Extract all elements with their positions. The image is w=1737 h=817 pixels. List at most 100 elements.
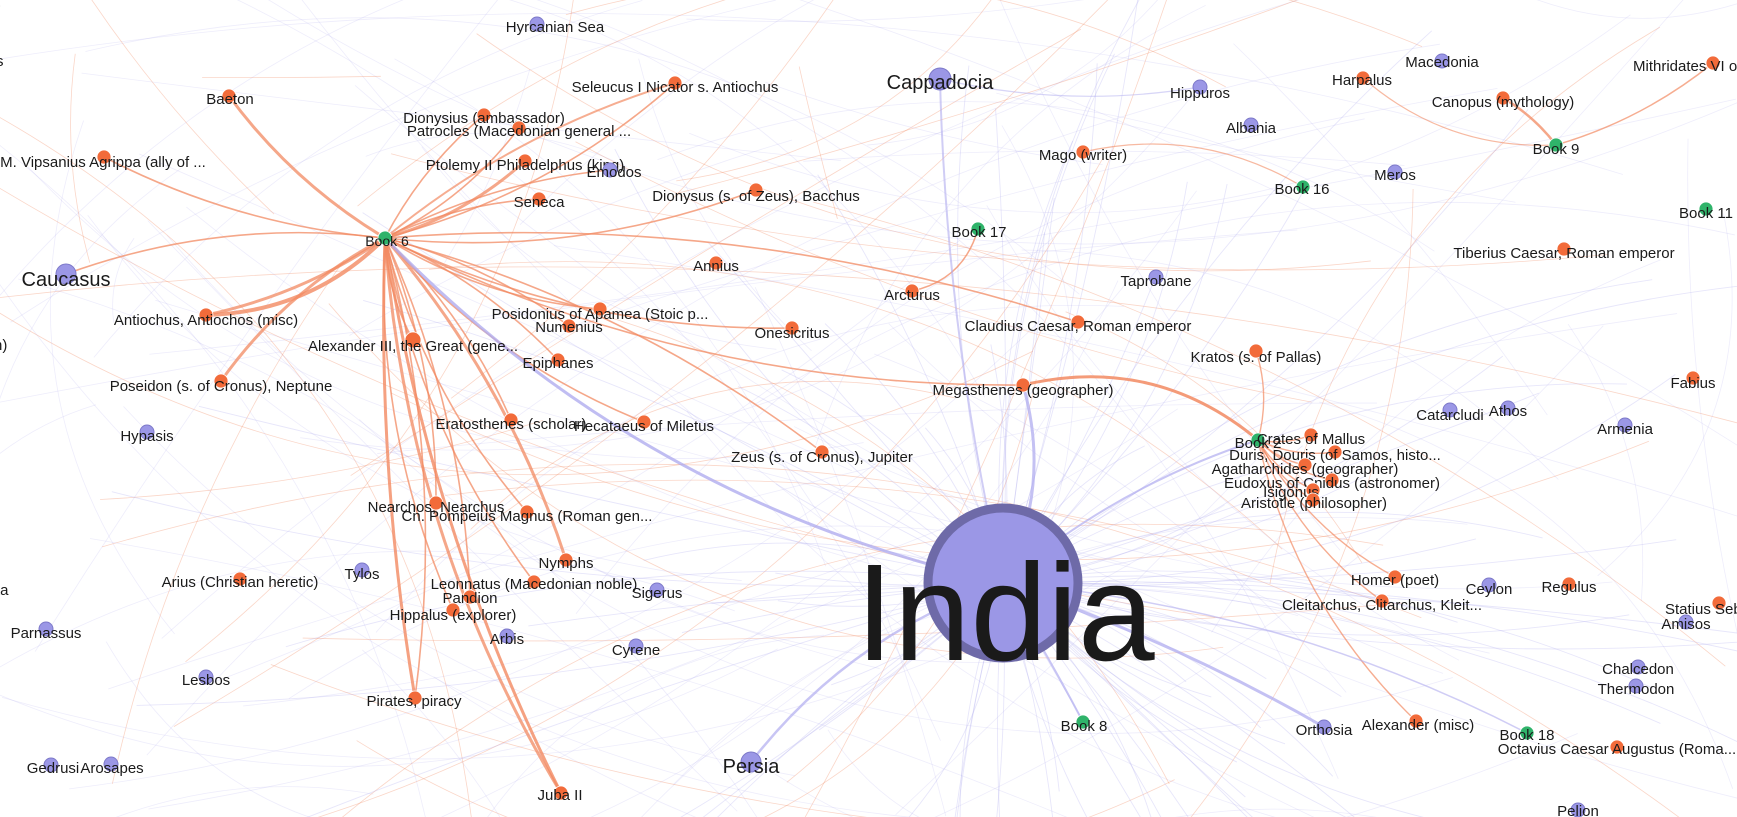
graph-node-person[interactable]: Annius — [693, 255, 739, 275]
node-marker[interactable] — [1548, 137, 1564, 153]
node-marker[interactable] — [1609, 739, 1625, 755]
node-marker[interactable] — [814, 444, 830, 460]
node-marker[interactable] — [377, 230, 393, 246]
node-marker[interactable] — [636, 414, 652, 430]
graph-node-person[interactable]: Seleucus I Nicator s. Antiochus — [572, 75, 779, 96]
graph-node-person[interactable]: Canopus (mythology) — [1432, 90, 1575, 111]
graph-node-place[interactable]: Amisos — [1661, 614, 1711, 633]
node-marker[interactable] — [1705, 55, 1721, 71]
node-marker[interactable] — [526, 574, 542, 590]
graph-node-person[interactable]: Hippalus (explorer) — [390, 602, 517, 624]
graph-node-person[interactable]: Aristotle (philosopher) — [1241, 492, 1387, 512]
graph-node-place[interactable]: Catarcludi — [1416, 402, 1484, 424]
graph-node-person[interactable]: Pandion — [442, 589, 498, 607]
node-marker[interactable] — [1243, 117, 1259, 133]
graph-node-person[interactable]: Statius Seb — [1665, 595, 1737, 618]
node-marker[interactable] — [354, 562, 370, 578]
graph-node-person[interactable]: Antiochus, Antiochos (misc) — [114, 307, 298, 329]
graph-node-person[interactable]: Alexander III, the Great (gene... — [308, 331, 518, 355]
node-marker[interactable] — [1248, 343, 1264, 359]
node-marker[interactable] — [928, 67, 952, 91]
graph-node-book[interactable]: Book 9 — [1533, 137, 1580, 158]
node-marker[interactable] — [748, 182, 764, 198]
graph-node-person[interactable]: Regulus — [1541, 576, 1597, 596]
node-marker[interactable] — [1075, 714, 1091, 730]
graph-node-place[interactable]: Caucasus — [22, 263, 111, 291]
node-marker[interactable] — [1570, 802, 1586, 817]
graph-node-person[interactable]: Mago (writer) — [1039, 144, 1127, 164]
graph-node-book[interactable]: Book 6 — [365, 230, 409, 249]
graph-node-place[interactable]: Ceylon — [1466, 577, 1513, 598]
graph-node-place[interactable]: ta — [0, 576, 9, 599]
graph-node-person[interactable]: Mithridates VI o — [1633, 55, 1737, 75]
node-marker[interactable] — [476, 107, 492, 123]
node-marker[interactable] — [1630, 659, 1646, 675]
node-marker[interactable] — [1678, 614, 1694, 630]
node-marker[interactable] — [1698, 201, 1714, 217]
hub-node-india[interactable] — [923, 503, 1083, 663]
node-marker[interactable] — [1250, 432, 1266, 448]
node-marker[interactable] — [198, 307, 214, 323]
graph-node-person[interactable]: Alexander (misc) — [1362, 713, 1475, 734]
node-marker[interactable] — [1628, 678, 1644, 694]
graph-node-person[interactable]: Eudoxus of Cnidus (astronomer) — [1224, 472, 1440, 492]
node-marker[interactable] — [1387, 569, 1403, 585]
graph-node-place[interactable]: Cappadocia — [887, 67, 995, 94]
graph-node-place[interactable]: Macedonia — [1405, 53, 1479, 71]
graph-node-place[interactable]: Arbis — [490, 628, 524, 648]
node-marker[interactable] — [1442, 402, 1458, 418]
node-marker[interactable] — [553, 785, 569, 801]
graph-node-place[interactable]: s — [0, 45, 4, 70]
graph-node-place[interactable]: Arosapes — [80, 756, 144, 777]
graph-node-person[interactable]: Homer (poet) — [1351, 569, 1439, 589]
node-marker[interactable] — [1324, 472, 1340, 488]
node-marker[interactable] — [519, 504, 535, 520]
graph-node-place[interactable]: Thermodon — [1598, 678, 1675, 698]
graph-node-place[interactable]: n) — [0, 333, 7, 354]
node-marker[interactable] — [1481, 577, 1497, 593]
node-marker[interactable] — [462, 589, 478, 605]
node-marker[interactable] — [1495, 90, 1511, 106]
graph-node-person[interactable]: Juba II — [537, 785, 583, 804]
graph-node-person[interactable]: Dionysius (ambassador) — [403, 107, 565, 127]
node-marker[interactable] — [517, 153, 533, 169]
graph-node-person[interactable]: Onesicritus — [754, 320, 830, 342]
node-marker[interactable] — [96, 149, 112, 165]
graph-node-person[interactable]: Arcturus — [884, 283, 940, 304]
graph-node-person[interactable]: Eratosthenes (scholar) — [436, 412, 587, 433]
node-marker[interactable] — [1327, 444, 1343, 460]
graph-node-person[interactable]: Nearchos, Nearchus — [368, 495, 505, 516]
graph-node-place[interactable]: Pelion — [1557, 802, 1599, 817]
node-marker[interactable] — [708, 255, 724, 271]
graph-node-person[interactable]: Poseidon (s. of Cronus), Neptune — [110, 373, 333, 395]
node-marker[interactable] — [221, 88, 237, 104]
node-marker[interactable] — [1192, 79, 1208, 95]
node-marker[interactable] — [649, 582, 665, 598]
node-marker[interactable] — [1685, 370, 1701, 386]
node-marker[interactable] — [232, 571, 248, 587]
node-marker[interactable] — [503, 412, 519, 428]
graph-node-place[interactable]: Hippuros — [1170, 79, 1230, 102]
node-marker[interactable] — [1556, 241, 1572, 257]
node-marker[interactable] — [407, 690, 423, 706]
graph-node-place[interactable]: Armenia — [1597, 417, 1654, 438]
node-marker[interactable] — [784, 320, 800, 336]
graph-node-person[interactable]: Pirates, piracy — [366, 690, 462, 710]
node-marker[interactable] — [1305, 492, 1321, 508]
graph-node-person[interactable]: Seneca — [514, 191, 566, 211]
graph-node-book[interactable]: Book 2 — [1235, 432, 1282, 452]
node-marker[interactable] — [1316, 719, 1332, 735]
node-marker[interactable] — [1355, 70, 1371, 86]
node-marker[interactable] — [1711, 595, 1727, 611]
node-marker[interactable] — [499, 628, 515, 644]
node-marker[interactable] — [602, 162, 618, 178]
graph-node-person[interactable]: Kratos (s. of Pallas) — [1191, 343, 1322, 366]
graph-node-person[interactable]: Epiphanes — [523, 352, 594, 372]
node-marker[interactable] — [740, 751, 762, 773]
node-marker[interactable] — [1075, 144, 1091, 160]
graph-node-person[interactable]: Cn. Pompeius Magnus (Roman gen... — [402, 504, 653, 525]
graph-node-person[interactable]: Leonnatus (Macedonian noble) — [431, 574, 638, 593]
node-marker[interactable] — [558, 552, 574, 568]
graph-node-place[interactable]: Athos — [1489, 400, 1527, 420]
node-marker[interactable] — [561, 318, 577, 334]
